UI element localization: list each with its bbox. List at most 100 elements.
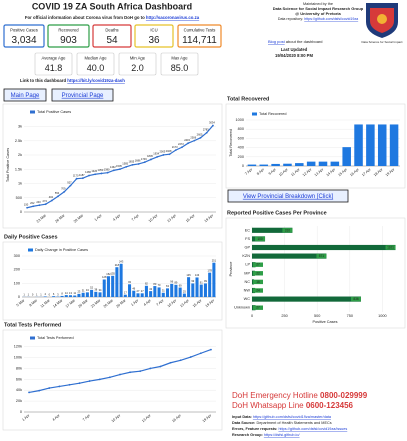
age-label: Average Age: [42, 56, 67, 61]
data-label: 143: [195, 273, 200, 277]
y-tick-label: 0: [242, 164, 244, 168]
y-tick-label: NW: [244, 289, 251, 293]
blog-link[interactable]: Blog post: [268, 39, 286, 44]
legend-swatch: [30, 336, 35, 340]
point: [169, 361, 172, 364]
data-label: 1: [23, 293, 25, 297]
x-tick-label: 16 Apr: [185, 213, 196, 223]
legend-swatch: [28, 248, 33, 252]
subtitle-text: For official information about Corona vi…: [25, 15, 146, 20]
breakdown-button[interactable]: View Provincial Breakdown [Click]: [243, 194, 334, 200]
x-tick-label: 12 Apr: [302, 167, 313, 177]
point: [125, 165, 128, 168]
stat-label: Cumulative Tests: [184, 28, 216, 33]
panel: [2, 103, 223, 229]
bar: [144, 285, 148, 297]
whatsapp-text: DoH Whatsapp Line: [232, 401, 306, 410]
provincial-page-button-frame[interactable]: [51, 88, 114, 102]
data-label: 14: [65, 291, 68, 295]
y-tick-label: 0: [20, 210, 22, 214]
panel-title: Total Tests Performed: [4, 322, 61, 328]
point: [75, 177, 78, 180]
point: [181, 146, 183, 149]
data-label: 1101: [387, 246, 394, 250]
y-tick-label: 300: [14, 254, 20, 258]
stat-label: Positive Cases: [10, 28, 38, 33]
data-label: 145: [186, 273, 191, 277]
maintained: Maintained by the: [303, 2, 333, 6]
bar: [98, 292, 102, 297]
data-label: 8: [61, 292, 63, 296]
y-tick-label: 200: [238, 155, 244, 159]
bar: [203, 283, 207, 297]
point: [199, 136, 202, 139]
bar: [94, 291, 98, 297]
y-tick-label: 40k: [16, 388, 22, 392]
point: [106, 171, 109, 174]
x-tick-label: 4 Apr: [112, 213, 122, 222]
x-tick-label: 13 Apr: [314, 167, 325, 177]
age-label: Median Age: [84, 56, 107, 61]
y-tick-label: LP: [245, 263, 250, 267]
y-tick-label: 500: [16, 196, 22, 200]
repo-link[interactable]: https://github.com/dsfsi/covid19za: [304, 17, 358, 21]
subtitle-link[interactable]: http://sacoronavirus.co.za: [146, 15, 200, 20]
x-tick-label: 19 Apr: [385, 167, 396, 177]
y-tick-label: 600: [238, 136, 244, 140]
data-label: 243: [119, 259, 124, 263]
bar: [161, 292, 165, 297]
data-label: 82: [145, 281, 148, 285]
dash-link[interactable]: https://bit.ly/covid19za-dash: [67, 78, 125, 83]
x-tick-label: 20 Mar: [77, 298, 89, 309]
age-label: Max Age: [171, 56, 188, 61]
point: [168, 153, 171, 156]
group: Data Science for Social Impact Research …: [273, 6, 364, 11]
bar: [342, 147, 351, 166]
point: [81, 177, 84, 180]
footer-link[interactable]: https://github.com/dsfsi/covid19za/maste…: [253, 415, 332, 419]
point: [156, 156, 159, 158]
y-axis-title: Total Positive Cases: [6, 148, 10, 182]
point: [149, 367, 152, 370]
age-label: Min Age: [130, 56, 146, 61]
data-label: 927: [67, 180, 72, 184]
y-tick-label: 80k: [16, 366, 22, 370]
y-tick-label: 2k: [18, 153, 22, 157]
bar: [199, 284, 203, 297]
data-label: 100: [257, 237, 263, 241]
x-tick-label: 13 Apr: [141, 413, 152, 423]
legend-label: Total Positive Cases: [37, 110, 71, 114]
x-tick-label: 13 Apr: [179, 298, 190, 308]
data-label: 1353: [98, 168, 104, 172]
point: [32, 205, 35, 208]
breakdown-button-frame[interactable]: [227, 189, 349, 203]
bar: [174, 284, 178, 297]
age-box: [76, 52, 115, 76]
x-tick-label: 10 Apr: [278, 167, 289, 177]
provincial-page-button[interactable]: Provincial Page: [62, 93, 104, 99]
main-page-button[interactable]: Main Page: [11, 93, 40, 99]
age-value: 85.0: [171, 63, 189, 73]
main-page-button-frame[interactable]: [3, 88, 47, 102]
data-label-box: [350, 296, 361, 302]
x-tick-label: 1 Apr: [94, 213, 104, 222]
data-label: 27: [256, 306, 260, 310]
footer-line: Research Group: https://dsfsi.github.io/: [232, 433, 300, 437]
data-label: 1170: [73, 173, 79, 177]
footer-label: Data Source:: [232, 421, 256, 425]
footer-line: Input Data: https://github.com/dsfsi/cov…: [232, 415, 332, 419]
data-label: 11: [73, 291, 76, 295]
data-label: 99: [204, 279, 207, 283]
bar: [295, 163, 304, 166]
x-tick-label: 29 Mar: [73, 213, 85, 224]
data-label: 3034: [209, 120, 215, 124]
footer-link[interactable]: https://github.com/dsfsi/covid19za/issue…: [278, 427, 347, 431]
bar: [283, 163, 292, 166]
point: [44, 203, 47, 206]
footer-link[interactable]: https://dsfsi.github.io/: [264, 433, 301, 437]
point: [57, 195, 59, 198]
bar: [377, 124, 387, 166]
bar: [119, 263, 123, 297]
y-tick-label: 400: [238, 146, 244, 150]
